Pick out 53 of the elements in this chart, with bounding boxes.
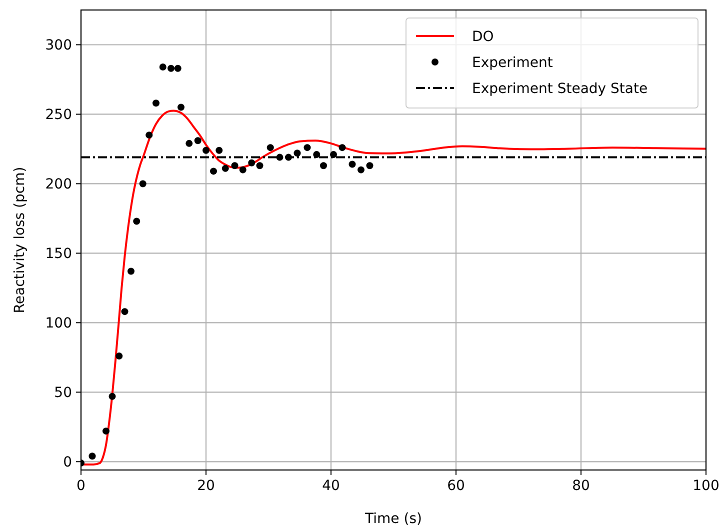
point xyxy=(108,392,116,400)
point xyxy=(366,162,374,170)
point xyxy=(178,104,184,111)
point xyxy=(348,160,356,168)
point xyxy=(256,162,264,170)
point xyxy=(133,218,140,225)
point xyxy=(313,151,320,158)
x-tick-label: 40 xyxy=(322,478,340,494)
x-axis-title: Time (s) xyxy=(364,511,422,527)
point xyxy=(146,132,153,139)
y-tick-label: 300 xyxy=(45,38,72,54)
y-axis-title: Reactivity loss (pcm) xyxy=(12,166,28,314)
y-tick-label: 250 xyxy=(45,107,72,124)
point xyxy=(88,452,96,460)
point xyxy=(139,180,146,188)
point xyxy=(194,137,202,144)
point xyxy=(102,428,110,435)
point xyxy=(304,144,311,152)
point xyxy=(128,268,134,275)
point xyxy=(116,352,123,360)
line-series xyxy=(81,110,706,466)
point xyxy=(121,308,128,316)
point xyxy=(231,162,238,170)
legend-label: Experiment xyxy=(472,54,554,71)
x-tick-label: 0 xyxy=(76,478,86,494)
point xyxy=(338,144,346,152)
legend-label: DO xyxy=(472,28,494,45)
point xyxy=(248,159,256,166)
point xyxy=(222,164,229,172)
point xyxy=(152,100,160,107)
point xyxy=(210,168,217,175)
y-tick-label: 50 xyxy=(54,385,72,402)
point xyxy=(202,146,210,154)
y-tick-label: 200 xyxy=(45,176,72,193)
x-tick-label: 80 xyxy=(572,478,590,494)
point xyxy=(358,166,364,174)
point xyxy=(216,146,223,154)
point xyxy=(174,64,182,72)
x-tick-label: 100 xyxy=(692,478,720,494)
y-tick-label: 0 xyxy=(63,454,72,471)
point xyxy=(320,162,327,170)
point xyxy=(266,144,274,152)
point xyxy=(168,64,174,72)
point xyxy=(239,166,246,174)
y-tick-label: 100 xyxy=(45,316,72,332)
x-tick-label: 20 xyxy=(197,478,215,494)
x-tick-label: 60 xyxy=(447,478,465,494)
point xyxy=(330,151,337,158)
y-tick-label: 150 xyxy=(45,246,72,262)
point xyxy=(294,150,301,157)
point xyxy=(186,140,193,147)
point xyxy=(159,63,166,70)
legend-label: Experiment Steady State xyxy=(472,80,648,97)
